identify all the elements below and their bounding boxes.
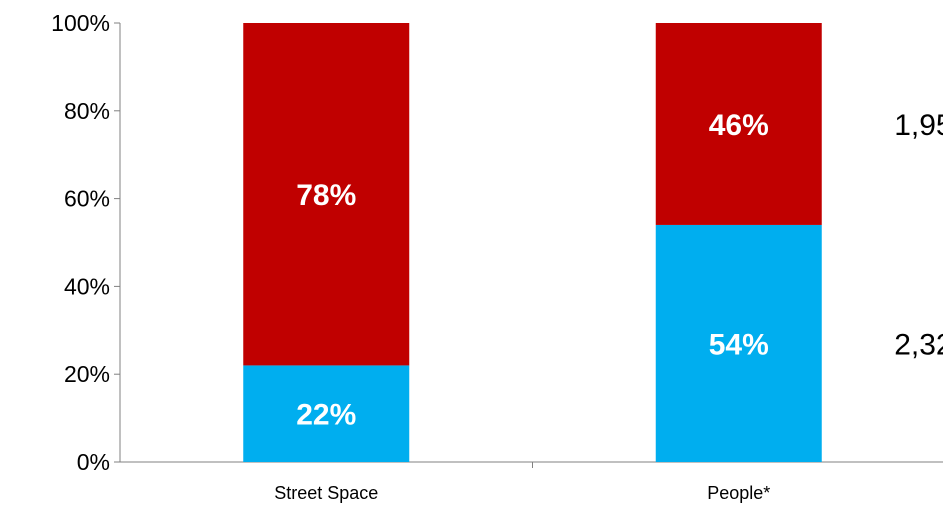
bar-segment-blue [243,365,410,462]
y-tick-label: 80% [64,98,110,124]
y-tick-label: 20% [64,361,110,387]
data-labels: 22% 78% 54% 46% 1,950 2,329 [296,109,943,432]
y-tick-label: 100% [51,10,110,36]
count-label: 1,950 [894,109,943,142]
bar-segment-red [243,23,410,366]
y-tick-label: 0% [77,449,110,475]
count-label: 2,329 [894,328,943,361]
y-tick-label: 40% [64,273,110,299]
bar-segment-red [655,23,822,225]
bar-value-label: 78% [296,179,356,212]
bar-value-label: 46% [709,109,769,142]
y-tick-label: 60% [64,186,110,212]
x-tick-label: Street Space [274,483,378,503]
bar-value-label: 54% [709,328,769,361]
x-tick-label: People* [707,483,770,503]
bar-group [243,23,822,462]
y-axis: 0% 20% 40% 60% 80% 100% [51,10,120,475]
bar-segment-blue [655,224,822,462]
x-axis: Street Space People* [274,462,770,503]
bar-value-label: 22% [296,399,356,432]
